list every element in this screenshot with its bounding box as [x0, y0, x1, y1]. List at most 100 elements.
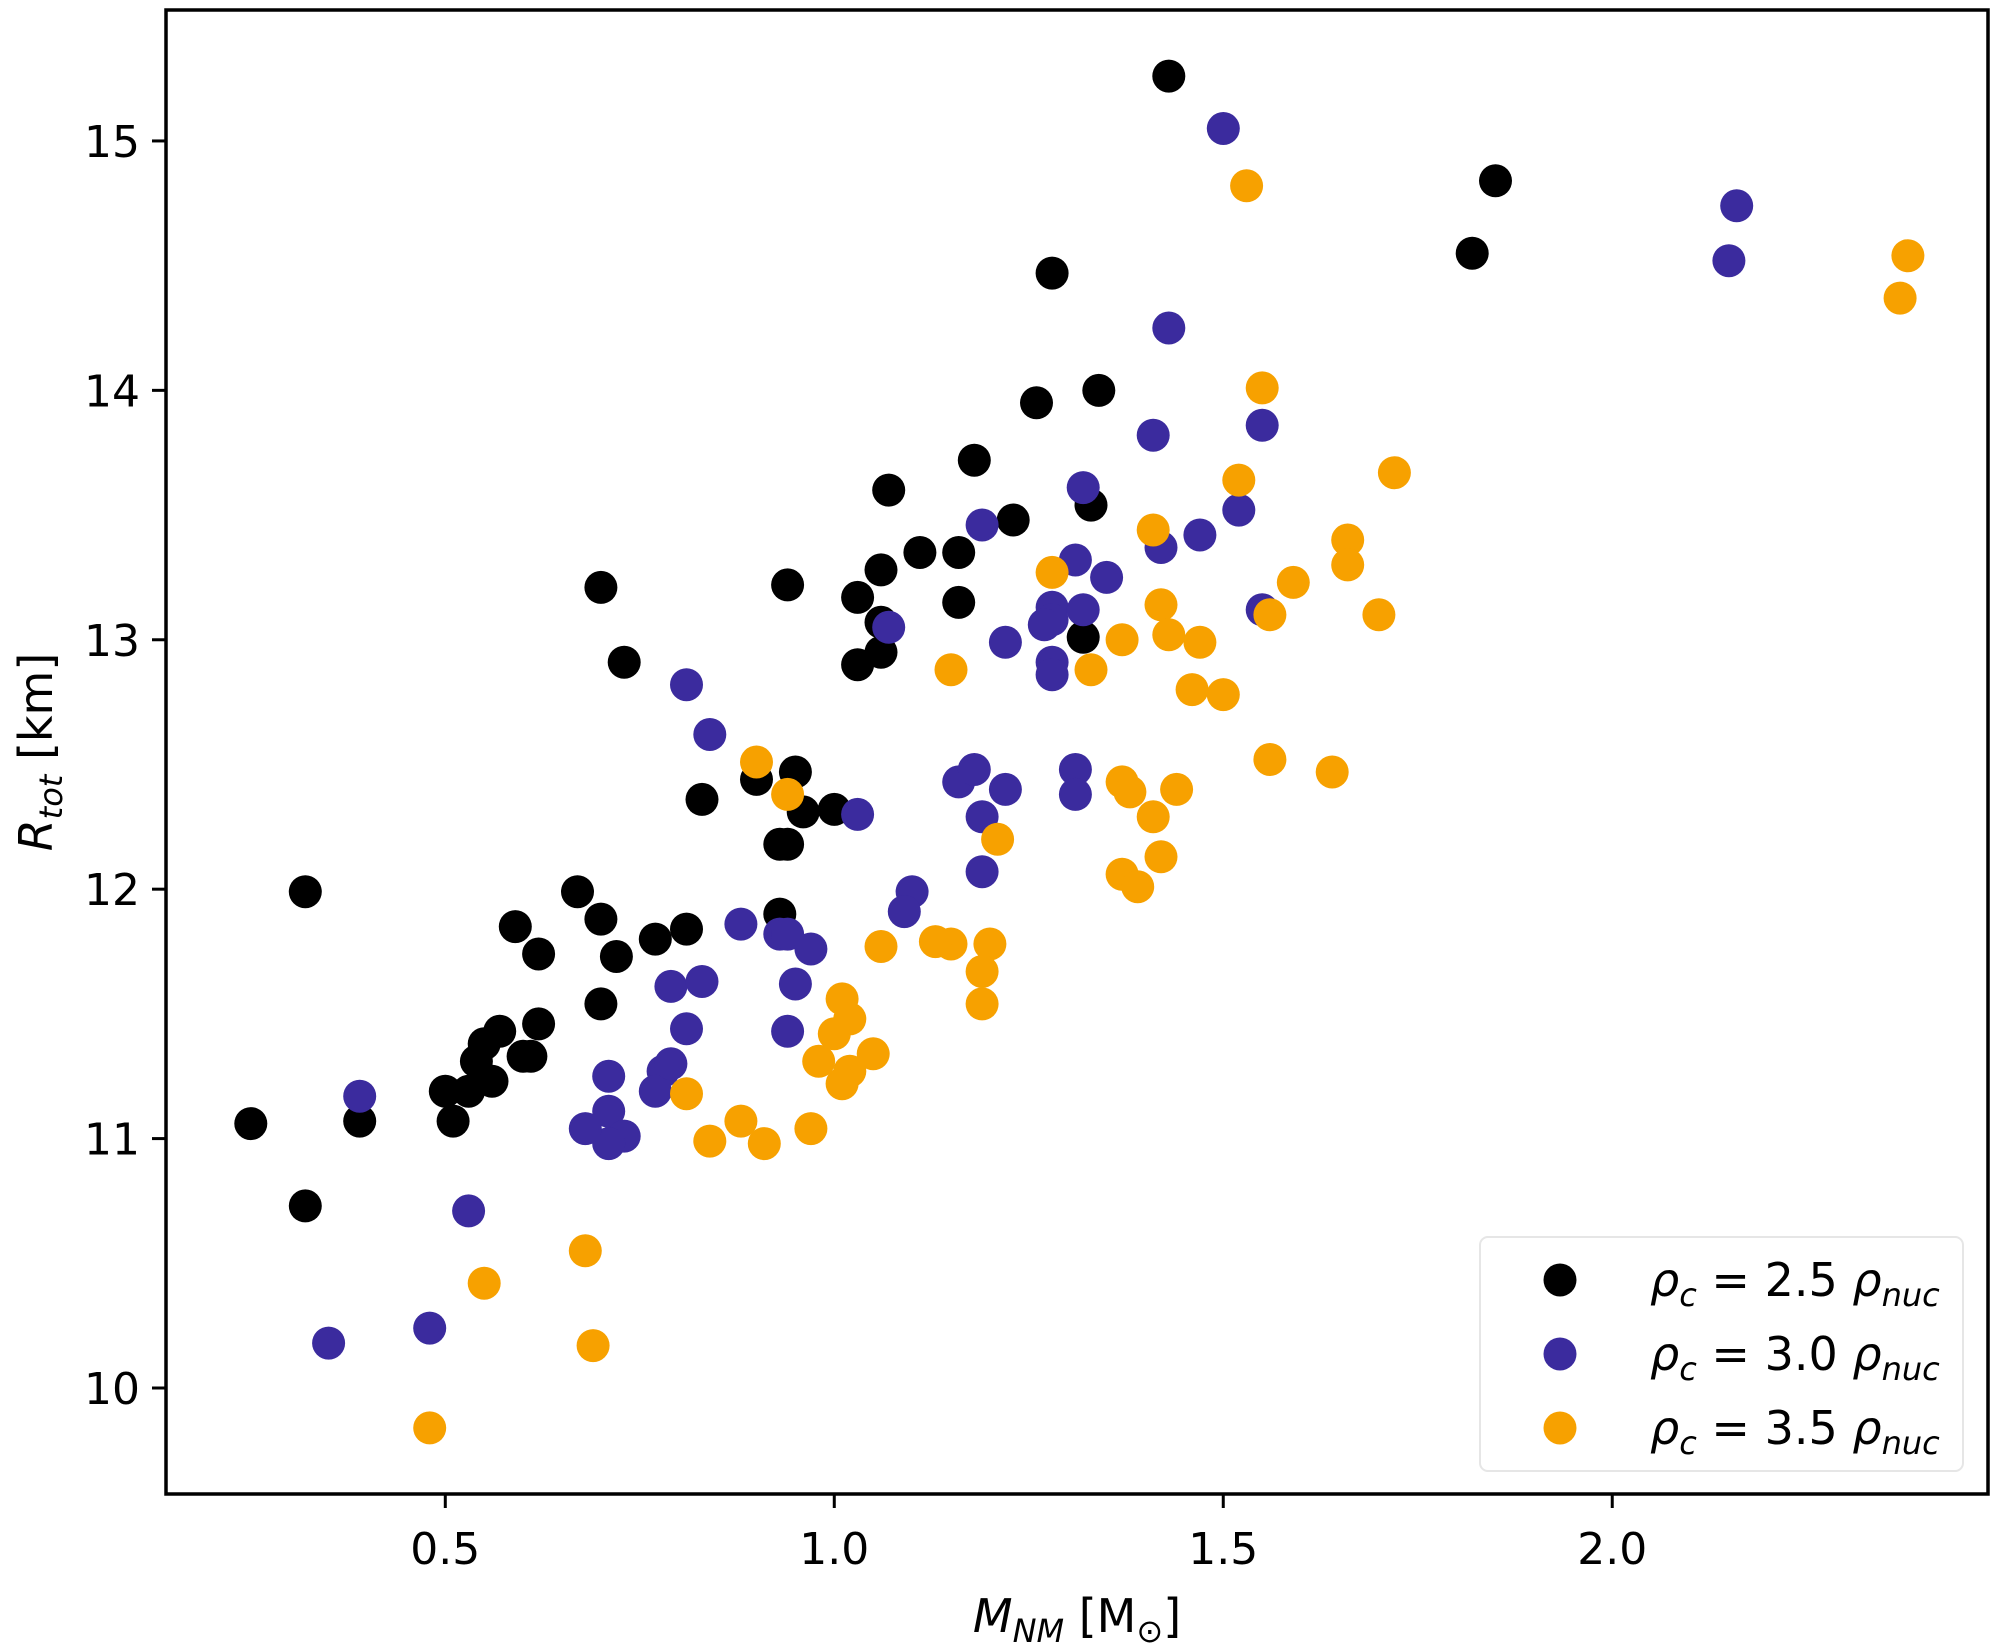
y-axis-label: Rtot [km]	[9, 653, 70, 852]
data-point	[1020, 386, 1053, 419]
y-tick-label: 10	[84, 1364, 140, 1415]
x-tick-label: 1.0	[799, 1524, 869, 1575]
data-point	[1137, 800, 1170, 833]
data-point	[670, 1012, 703, 1045]
data-point	[413, 1312, 446, 1345]
data-point	[1106, 623, 1139, 656]
data-point	[1222, 464, 1255, 497]
data-point	[1331, 548, 1364, 581]
data-point	[903, 536, 936, 569]
data-point	[343, 1080, 376, 1113]
data-point	[561, 875, 594, 908]
x-tick-label: 2.0	[1577, 1524, 1647, 1575]
data-point	[1362, 598, 1395, 631]
data-point	[958, 444, 991, 477]
data-point	[1121, 870, 1154, 903]
data-point	[1036, 658, 1069, 691]
data-point	[1222, 494, 1255, 527]
data-point	[654, 970, 687, 1003]
legend: ρc = 2.5 ρnuc ρc = 3.0 ρnuc ρc = 3.5 ρnuc	[1480, 1237, 1963, 1471]
data-point	[437, 1105, 470, 1138]
data-point	[654, 1047, 687, 1080]
data-point	[794, 933, 827, 966]
data-point	[826, 1067, 859, 1100]
data-point	[1036, 556, 1069, 589]
data-point	[966, 509, 999, 542]
data-point	[1145, 840, 1178, 873]
data-point	[865, 553, 898, 586]
data-point	[1145, 588, 1178, 621]
data-point	[569, 1112, 602, 1145]
data-point	[771, 778, 804, 811]
data-point	[584, 987, 617, 1020]
data-point	[1720, 189, 1753, 222]
data-point	[1207, 112, 1240, 145]
data-point	[1090, 561, 1123, 594]
data-point	[1183, 519, 1216, 552]
data-point	[942, 536, 975, 569]
data-point	[1176, 673, 1209, 706]
data-point	[872, 611, 905, 644]
data-point	[771, 828, 804, 861]
data-point	[942, 586, 975, 619]
data-point	[569, 1234, 602, 1267]
data-point	[1230, 169, 1263, 202]
data-point	[1207, 678, 1240, 711]
data-point	[888, 895, 921, 928]
data-point	[289, 875, 322, 908]
data-point	[507, 1040, 540, 1073]
data-point	[584, 571, 617, 604]
data-point	[1036, 257, 1069, 290]
data-point	[499, 910, 532, 943]
data-point	[693, 1125, 726, 1158]
data-point	[1160, 773, 1193, 806]
data-point	[794, 1112, 827, 1145]
data-point	[724, 908, 757, 941]
data-point	[1152, 312, 1185, 345]
data-point	[289, 1189, 322, 1222]
data-point	[452, 1194, 485, 1227]
data-point	[584, 903, 617, 936]
data-point	[872, 474, 905, 507]
data-point	[1137, 419, 1170, 452]
data-point	[1712, 244, 1745, 277]
data-point	[639, 923, 672, 956]
data-point	[670, 913, 703, 946]
data-point	[989, 773, 1022, 806]
data-point	[1059, 778, 1092, 811]
data-point	[841, 798, 874, 831]
legend-marker	[1544, 1264, 1577, 1297]
data-point	[1113, 775, 1146, 808]
data-point	[234, 1107, 267, 1140]
data-point	[413, 1411, 446, 1444]
data-point	[841, 648, 874, 681]
y-tick-label: 15	[84, 117, 140, 168]
data-point	[1067, 471, 1100, 504]
data-point	[608, 646, 641, 679]
data-point	[748, 1127, 781, 1160]
data-point	[1075, 653, 1108, 686]
legend-marker	[1544, 1412, 1577, 1445]
data-point	[1891, 239, 1924, 272]
data-point	[1316, 756, 1349, 789]
y-tick-label: 12	[84, 865, 140, 916]
data-point	[1028, 608, 1061, 641]
data-point	[1253, 598, 1286, 631]
data-point	[1246, 409, 1279, 442]
data-point	[771, 1015, 804, 1048]
data-point	[966, 855, 999, 888]
data-point	[693, 718, 726, 751]
data-point	[1082, 374, 1115, 407]
data-point	[989, 626, 1022, 659]
data-point	[935, 653, 968, 686]
data-point	[779, 968, 812, 1001]
data-point	[522, 1007, 555, 1040]
data-point	[919, 925, 952, 958]
data-point	[1378, 456, 1411, 489]
data-point	[670, 1077, 703, 1110]
data-point	[1884, 282, 1917, 315]
y-tick-label: 11	[84, 1115, 140, 1166]
data-point	[670, 668, 703, 701]
data-point	[1277, 566, 1310, 599]
data-point	[686, 783, 719, 816]
